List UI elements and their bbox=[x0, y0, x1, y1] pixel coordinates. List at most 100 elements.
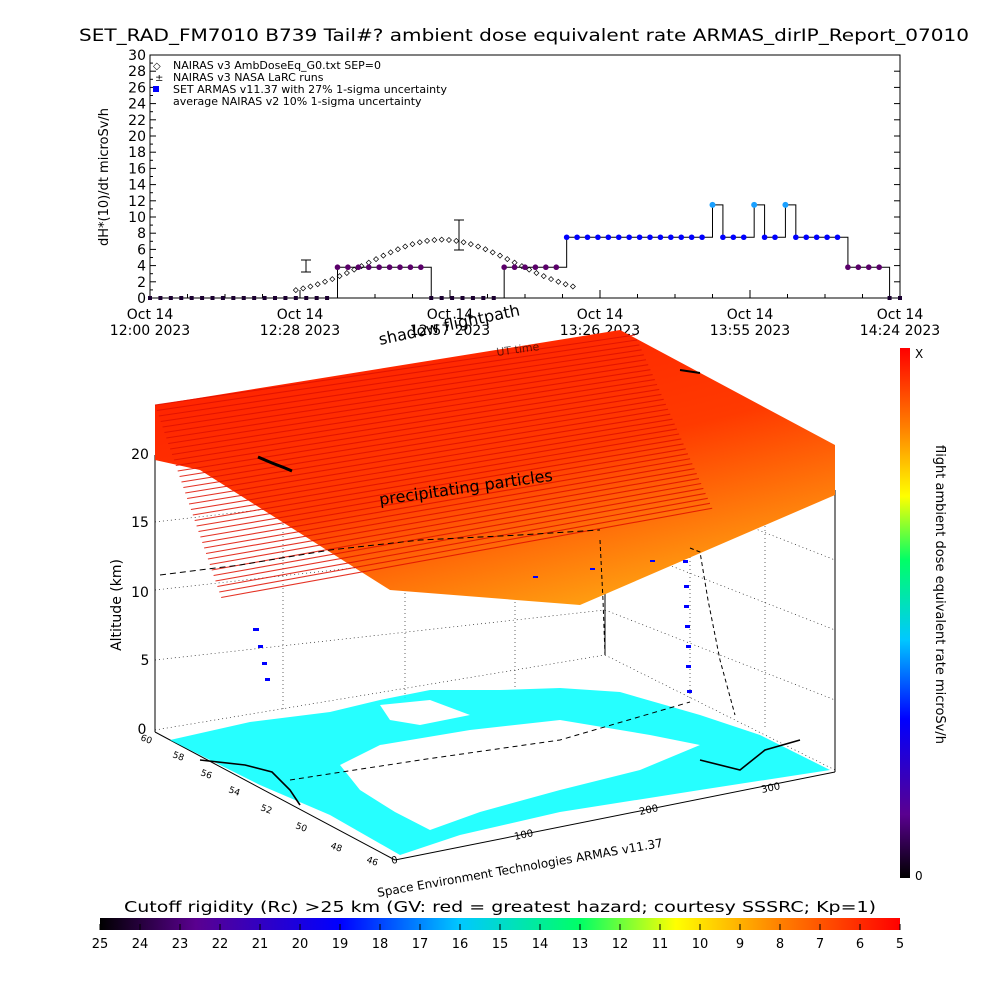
y-tick-label: 14 bbox=[128, 178, 146, 194]
nairas-point bbox=[562, 281, 569, 288]
y-tick-label: 24 bbox=[128, 97, 146, 113]
longitude-tick: 300 bbox=[760, 781, 781, 796]
rigidity-tick-label: 21 bbox=[252, 937, 269, 952]
rigidity-tick-label: 19 bbox=[332, 937, 349, 952]
particle-flux-line bbox=[196, 443, 684, 527]
armas-point bbox=[563, 234, 570, 241]
rigidity-tick-label: 25 bbox=[92, 937, 109, 952]
nairas-point bbox=[365, 259, 372, 266]
armas-point bbox=[898, 296, 902, 300]
y-tick-label: 18 bbox=[128, 145, 146, 161]
armas-point bbox=[668, 234, 674, 241]
particle-flux-line bbox=[179, 398, 664, 478]
ut-time-label: UT time bbox=[496, 340, 541, 359]
particle-flux-line bbox=[213, 487, 704, 577]
armas-point bbox=[845, 264, 851, 271]
armas-point bbox=[532, 264, 539, 271]
armas-point bbox=[876, 264, 882, 271]
armas-point bbox=[574, 234, 580, 241]
longitude-tick: 100 bbox=[513, 828, 534, 843]
shadow-flightpath-ground bbox=[289, 701, 691, 781]
latitude-tick: 58 bbox=[171, 750, 185, 763]
nairas-point bbox=[402, 243, 409, 250]
particle-flux-line bbox=[198, 448, 686, 533]
armas-point bbox=[511, 264, 518, 271]
armas-point bbox=[252, 296, 257, 300]
particle-flux-line bbox=[194, 438, 682, 522]
particle-flux-line bbox=[192, 433, 680, 516]
y-tick-label: 20 bbox=[128, 129, 146, 145]
latitude-tick: 46 bbox=[365, 855, 379, 868]
altitude-axis-label: Altitude (km) bbox=[109, 559, 125, 651]
rigidity-tick-label: 6 bbox=[856, 937, 864, 952]
legend-entry: SET ARMAS v11.37 with 27% 1-sigma uncert… bbox=[173, 83, 447, 96]
north-sea-region bbox=[380, 700, 470, 725]
nairas-point bbox=[343, 269, 350, 276]
nairas-point bbox=[555, 278, 562, 285]
nairas-point bbox=[504, 256, 511, 263]
nairas-point bbox=[526, 266, 533, 273]
nairas-model-series bbox=[292, 236, 576, 294]
longitude-tick: 200 bbox=[638, 803, 659, 818]
legend-marker-diamond: ◇ bbox=[153, 61, 161, 72]
legend-entry: NAIRAS v3 AmbDoseEq_G0.txt SEP=0 bbox=[173, 59, 381, 72]
latitude-tick: 54 bbox=[227, 785, 241, 798]
armas-point bbox=[782, 201, 789, 208]
nairas-point bbox=[307, 283, 314, 290]
measurement-points bbox=[253, 560, 692, 693]
particle-flux-line bbox=[221, 507, 713, 599]
particle-flux-line bbox=[154, 334, 636, 406]
armas-series-points bbox=[148, 201, 902, 300]
altitude-tick: 10 bbox=[131, 585, 149, 601]
rigidity-tick-label: 8 bbox=[776, 937, 784, 952]
rigidity-tick-label: 14 bbox=[532, 937, 549, 952]
armas-point bbox=[543, 264, 549, 271]
armas-point bbox=[189, 296, 194, 300]
flight-segment bbox=[257, 455, 293, 473]
rigidity-tick-label: 22 bbox=[212, 937, 229, 952]
colorbar-label: flight ambient dose equivalent rate micr… bbox=[932, 445, 947, 744]
particle-flux-line bbox=[190, 428, 677, 511]
armas-point bbox=[887, 296, 892, 300]
latitude-tick: 60 bbox=[139, 733, 153, 746]
armas-point bbox=[740, 234, 747, 241]
particle-flux-line bbox=[158, 344, 640, 417]
y-tick-label: 12 bbox=[128, 194, 146, 210]
armas-point bbox=[314, 296, 319, 300]
armas-point bbox=[273, 296, 277, 300]
armas-point bbox=[283, 296, 288, 300]
axis-box bbox=[154, 400, 836, 861]
armas-point bbox=[522, 264, 528, 271]
y-tick-label: 22 bbox=[128, 113, 146, 129]
nairas-point bbox=[329, 276, 336, 283]
rigidity-tick-label: 15 bbox=[492, 937, 509, 952]
particle-flux-line bbox=[183, 408, 669, 489]
cutoff-rigidity-colorbar: Cutoff rigidity (Rc) >25 km (GV: red = g… bbox=[92, 898, 904, 952]
armas-point bbox=[772, 234, 778, 241]
colorbar-gradient bbox=[900, 348, 910, 878]
nairas-point bbox=[548, 276, 555, 283]
nairas-point bbox=[394, 246, 401, 253]
particle-flux-line bbox=[209, 478, 700, 566]
armas-point bbox=[834, 234, 841, 241]
armas-point bbox=[491, 296, 496, 300]
y-tick-label: 2 bbox=[137, 275, 146, 291]
particle-flux-line bbox=[171, 379, 655, 456]
armas-point bbox=[148, 296, 152, 300]
armas-point bbox=[761, 234, 768, 241]
particle-flux-line bbox=[162, 354, 644, 428]
sea-region bbox=[340, 720, 700, 830]
altitude-path bbox=[689, 547, 736, 716]
rigidity-tick-label: 5 bbox=[896, 937, 904, 952]
flight-path-3d-plot: 0 5 10 15 20 Altitude (km) 46 48 50 52 5… bbox=[109, 300, 836, 900]
armas-point bbox=[699, 234, 705, 241]
y-tick-label: 26 bbox=[128, 80, 146, 96]
armas-point bbox=[813, 234, 820, 241]
armas-point bbox=[855, 264, 862, 271]
flight-segment bbox=[679, 369, 701, 374]
y-tick-label: 6 bbox=[137, 242, 146, 258]
particle-flux-line bbox=[181, 403, 666, 483]
nairas-point bbox=[373, 256, 380, 263]
ground-map bbox=[170, 688, 830, 855]
